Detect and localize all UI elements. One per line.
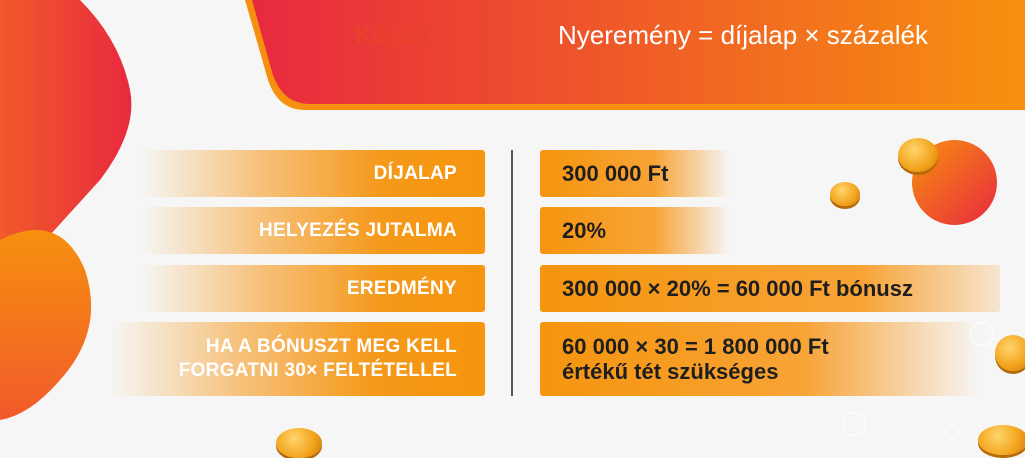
coin-icon [830, 182, 860, 206]
row-label-eredmeny: EREDMÉNY [140, 265, 485, 312]
coin-icon [898, 138, 938, 172]
row-label-dijalap: DÍJALAP [140, 150, 485, 197]
formula-label: Képlet: [355, 20, 438, 50]
value-line: értékű tét szükséges [562, 359, 779, 384]
value-line: 300 000 × 20% = 60 000 Ft bónusz [562, 276, 913, 301]
decorative-background [0, 0, 1025, 120]
bubble-icon [945, 425, 959, 439]
column-divider [511, 150, 513, 396]
coin-icon [978, 425, 1025, 455]
row-value-eredmeny: 300 000 × 20% = 60 000 Ft bónusz [540, 265, 1000, 312]
coin-icon [276, 428, 322, 458]
bubble-icon [842, 412, 866, 436]
label-line: HA A BÓNUSZT MEG KELL [205, 336, 457, 357]
value-line: 60 000 × 30 = 1 800 000 Ft [562, 334, 829, 359]
row-label-helyezes: HELYEZÉS JUTALMA [140, 207, 485, 254]
row-label-wagering: HA A BÓNUSZT MEG KELL FORGATNI 30× FELTÉ… [110, 322, 485, 396]
formula-text: Nyeremény = díjalap × százalék [558, 20, 928, 50]
label-line: FORGATNI 30× FELTÉTELLEL [178, 360, 457, 381]
value-line: 20% [562, 218, 607, 243]
row-value-wagering: 60 000 × 30 = 1 800 000 Ft értékű tét sz… [540, 322, 980, 396]
left-decorative-shape [0, 0, 132, 420]
bubble-icon [970, 322, 994, 346]
row-value-helyezes: 20% [540, 207, 730, 254]
coin-icon [995, 335, 1025, 371]
row-value-dijalap: 300 000 Ft [540, 150, 730, 197]
value-line: 300 000 Ft [562, 161, 669, 186]
